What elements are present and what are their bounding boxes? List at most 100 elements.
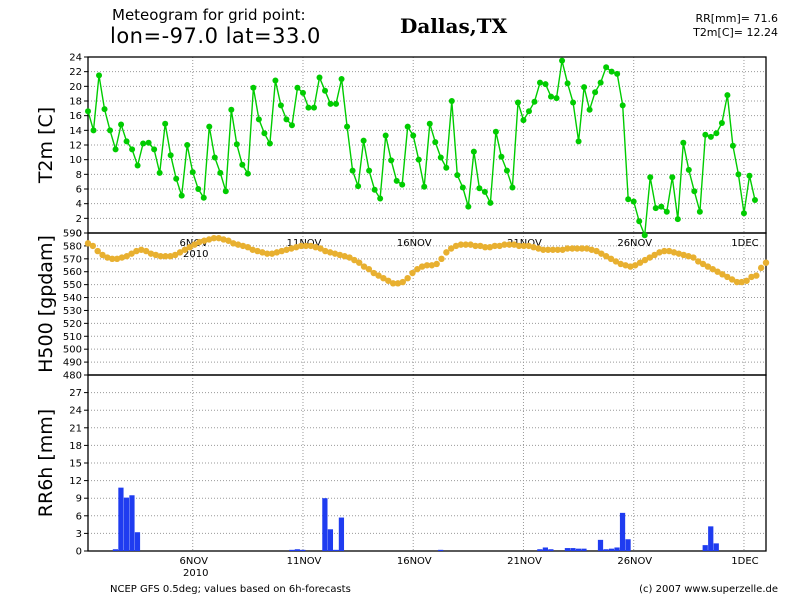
t2m-point bbox=[729, 142, 736, 149]
t2m-point bbox=[592, 89, 599, 96]
t2m-point bbox=[178, 192, 185, 199]
t2m-point bbox=[239, 161, 246, 168]
h500-point bbox=[573, 245, 581, 252]
h500-point bbox=[738, 278, 745, 286]
rr6h-ytick-label: 27 bbox=[69, 388, 82, 399]
t2m-ytick-label: 8 bbox=[76, 170, 82, 181]
rr6h-panel-frame bbox=[87, 374, 767, 552]
h500-point bbox=[113, 255, 121, 263]
t2m-point bbox=[492, 128, 499, 135]
h500-point bbox=[578, 245, 586, 252]
h500-point bbox=[210, 234, 218, 242]
h500-point bbox=[268, 250, 276, 257]
h500-point bbox=[443, 249, 450, 256]
t2m-point bbox=[669, 174, 676, 181]
t2m-point bbox=[322, 87, 329, 94]
rr6h-bar bbox=[134, 532, 141, 551]
rr6h-bar bbox=[708, 526, 714, 551]
h500-point bbox=[569, 245, 576, 252]
h500-xtick-label: 26NOV bbox=[617, 238, 652, 249]
t2m-point bbox=[586, 106, 593, 113]
h500-point bbox=[496, 242, 503, 250]
h500-point bbox=[360, 263, 368, 270]
h500-point bbox=[157, 253, 164, 260]
h500-point bbox=[467, 241, 474, 248]
h500-point bbox=[477, 242, 484, 250]
rr6h-ytick-label: 24 bbox=[69, 406, 82, 417]
t2m-point bbox=[735, 171, 742, 178]
t2m-point bbox=[724, 92, 731, 99]
h500-point bbox=[757, 264, 765, 272]
h500-point bbox=[307, 242, 314, 250]
h500-ytick-label: 500 bbox=[63, 345, 82, 356]
h500-ytick-label: 580 bbox=[63, 241, 82, 252]
h500-point bbox=[632, 262, 639, 269]
chart-title: Meteogram for grid point: bbox=[112, 6, 306, 24]
t2m-point bbox=[112, 146, 119, 153]
rr6h-bar bbox=[570, 548, 576, 551]
t2m-point bbox=[129, 146, 136, 153]
t2m-ytick-label: 2 bbox=[76, 214, 82, 225]
h500-point bbox=[699, 260, 707, 268]
rr6h-xtick-label: 16NOV bbox=[397, 556, 432, 567]
h500-point bbox=[249, 246, 256, 253]
h500-point bbox=[351, 256, 358, 264]
h500-point bbox=[719, 271, 726, 278]
t2m-point bbox=[355, 183, 362, 190]
h500-point bbox=[418, 263, 426, 270]
t2m-point bbox=[542, 81, 549, 88]
h500-point bbox=[385, 277, 392, 284]
t2m-point bbox=[167, 152, 174, 159]
rr6h-bar bbox=[123, 497, 130, 551]
t2m-ytick-label: 14 bbox=[69, 126, 82, 137]
h500-ytick-label: 570 bbox=[63, 254, 82, 265]
t2m-point bbox=[674, 216, 681, 223]
h500-point bbox=[438, 255, 445, 263]
h500-point bbox=[525, 242, 532, 250]
t2m-point bbox=[432, 139, 439, 146]
t2m-point bbox=[426, 120, 433, 127]
h500-point bbox=[544, 246, 552, 253]
rr6h-xtick-label: 21NOV bbox=[507, 556, 542, 567]
t2m-ytick-label: 20 bbox=[69, 82, 82, 93]
h500-point bbox=[230, 240, 237, 247]
t2m-point bbox=[184, 142, 191, 148]
h500-point bbox=[104, 254, 111, 261]
h500-ytick-label: 550 bbox=[63, 280, 82, 291]
t2m-point bbox=[305, 104, 312, 111]
t2m-point bbox=[140, 140, 147, 147]
rr6h-bar bbox=[625, 539, 631, 551]
h500-point bbox=[510, 241, 518, 248]
t2m-point bbox=[702, 131, 709, 138]
h500-point bbox=[394, 280, 402, 287]
temperature-readout: T2m[C]= 12.24 bbox=[693, 26, 778, 39]
t2m-point bbox=[570, 99, 577, 106]
t2m-point bbox=[311, 104, 317, 111]
h500-point bbox=[462, 241, 469, 248]
h500-point bbox=[84, 240, 92, 247]
t2m-point bbox=[437, 154, 444, 161]
h500-point bbox=[704, 263, 712, 270]
t2m-point bbox=[173, 175, 180, 182]
t2m-point bbox=[487, 199, 494, 206]
h500-ytick-label: 540 bbox=[63, 293, 82, 304]
grid-point-coordinates: lon=-97.0 lat=33.0 bbox=[110, 24, 321, 48]
t2m-ytick-label: 0 bbox=[76, 229, 82, 240]
t2m-point bbox=[718, 120, 725, 126]
h500-point bbox=[593, 247, 600, 255]
h500-point bbox=[423, 262, 431, 269]
h500-ytick-label: 590 bbox=[63, 229, 82, 240]
t2m-point bbox=[454, 172, 461, 179]
t2m-point bbox=[266, 140, 273, 147]
h500-point bbox=[641, 256, 649, 264]
h500-point bbox=[273, 249, 281, 256]
h500-point bbox=[622, 262, 629, 269]
h500-point bbox=[598, 250, 605, 257]
t2m-point bbox=[349, 167, 356, 174]
t2m-point bbox=[448, 98, 455, 104]
h500-point bbox=[651, 251, 658, 259]
h500-point bbox=[234, 241, 242, 248]
t2m-point bbox=[277, 102, 284, 109]
t2m-point bbox=[206, 123, 213, 130]
t2m-ytick-label: 18 bbox=[69, 97, 82, 108]
